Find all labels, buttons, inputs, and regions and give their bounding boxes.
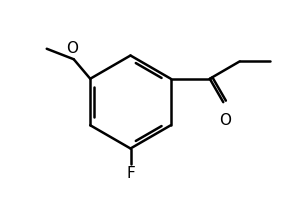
Text: F: F — [126, 166, 135, 181]
Text: O: O — [219, 113, 231, 128]
Text: O: O — [66, 41, 78, 56]
